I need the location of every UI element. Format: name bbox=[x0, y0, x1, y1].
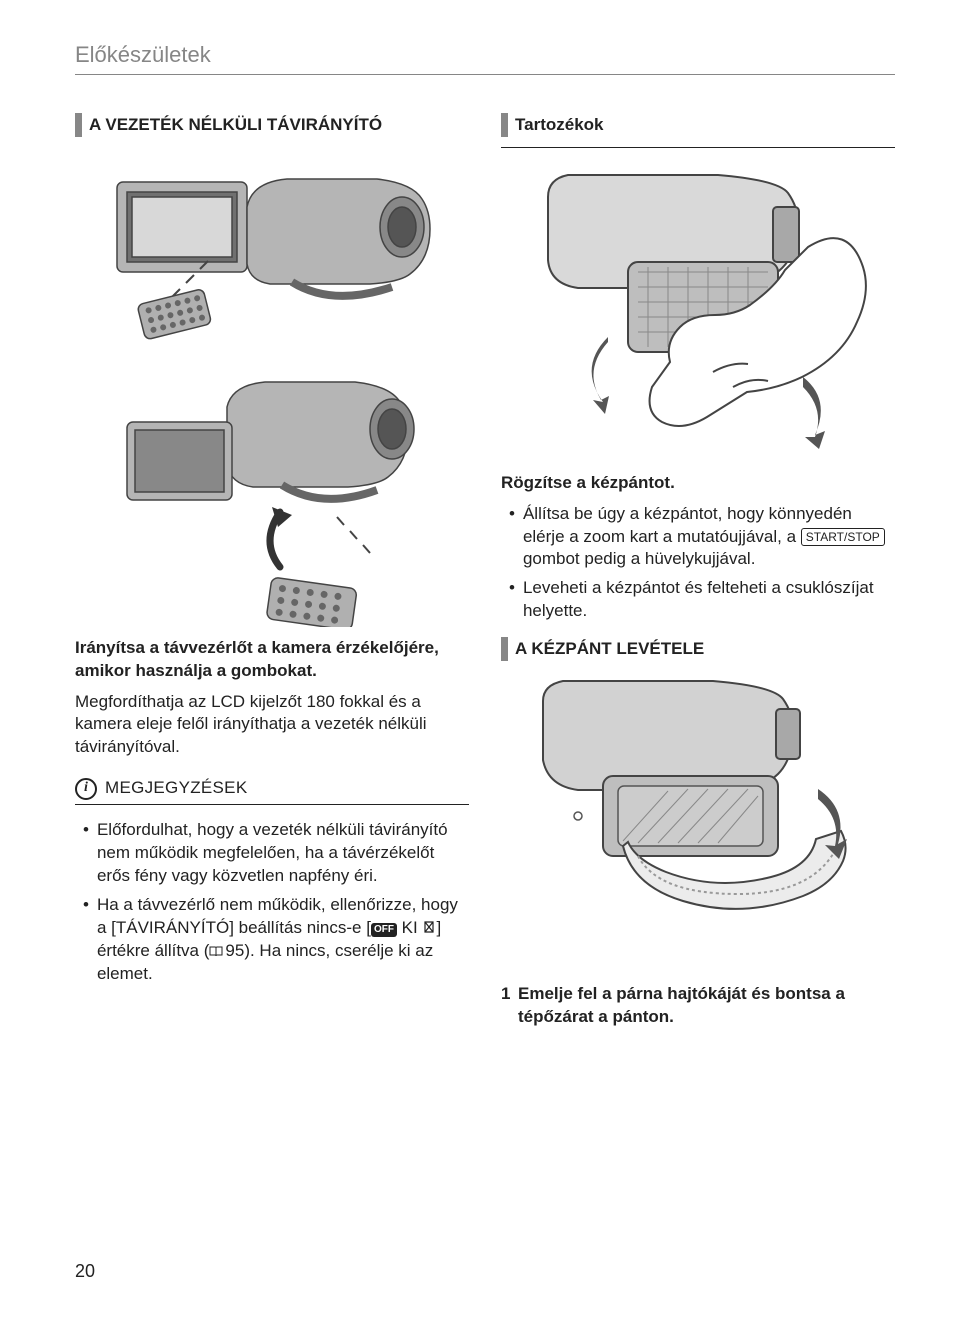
right-paragraph-1: Rögzítse a kézpántot. bbox=[501, 472, 895, 495]
strap-bullet-2: Leveheti a kézpántot és felteheti a csuk… bbox=[501, 577, 895, 623]
accessories-rule bbox=[501, 147, 895, 148]
grip-strap-fasten-illustration bbox=[508, 162, 888, 462]
section-heading-remote: A VEZETÉK NÉLKÜLI TÁVIRÁNYÍTÓ bbox=[75, 113, 469, 137]
left-column: A VEZETÉK NÉLKÜLI TÁVIRÁNYÍTÓ bbox=[75, 113, 469, 1029]
header-rule bbox=[75, 74, 895, 75]
note-item-2: Ha a távvezérlő nem működik, ellenőrizze… bbox=[75, 894, 469, 986]
page-number: 20 bbox=[75, 1259, 95, 1283]
section-title: A KÉZPÁNT LEVÉTELE bbox=[515, 637, 704, 661]
page-header: Előkészületek bbox=[75, 40, 895, 70]
notes-heading: i MEGJEGYZÉSEK bbox=[75, 777, 469, 800]
strap-bullet-1: Állítsa be úgy a kézpántot, hogy könnyed… bbox=[501, 503, 895, 572]
section-heading-remove-strap: A KÉZPÁNT LEVÉTELE bbox=[501, 637, 895, 661]
step-text: Emelje fel a párna hajtókáját és bontsa … bbox=[518, 983, 895, 1029]
section-bar bbox=[501, 113, 508, 137]
off-badge: OFF bbox=[371, 923, 397, 937]
two-column-layout: A VEZETÉK NÉLKÜLI TÁVIRÁNYÍTÓ bbox=[75, 113, 895, 1029]
section-title: Tartozékok bbox=[515, 113, 604, 137]
manual-ref-icon bbox=[209, 946, 223, 957]
section-bar bbox=[75, 113, 82, 137]
note-item-1: Előfordulhat, hogy a vezeték nélküli táv… bbox=[75, 819, 469, 888]
right-column: Tartozékok bbox=[501, 113, 895, 1029]
step-number: 1 bbox=[501, 983, 518, 1029]
strap-bullets: Állítsa be úgy a kézpántot, hogy könnyed… bbox=[501, 503, 895, 624]
left-paragraph-1: Irányítsa a távvezérlőt a kamera érzékel… bbox=[75, 637, 469, 683]
notes-rule bbox=[75, 804, 469, 805]
camcorder-lcd-open-illustration bbox=[92, 147, 452, 357]
remote-off-icon bbox=[422, 920, 436, 934]
start-stop-button-label: START/STOP bbox=[801, 528, 885, 546]
section-heading-accessories: Tartozékok bbox=[501, 113, 895, 137]
grip-strap-remove-illustration bbox=[508, 671, 888, 971]
notes-list: Előfordulhat, hogy a vezeték nélküli táv… bbox=[75, 819, 469, 986]
camcorder-lcd-rotate-illustration bbox=[92, 367, 452, 627]
section-title: A VEZETÉK NÉLKÜLI TÁVIRÁNYÍTÓ bbox=[89, 113, 382, 137]
left-paragraph-2: Megfordíthatja az LCD kijelzőt 180 fokka… bbox=[75, 691, 469, 760]
notes-title: MEGJEGYZÉSEK bbox=[105, 777, 247, 800]
step-1: 1 Emelje fel a párna hajtókáját és bonts… bbox=[501, 983, 895, 1029]
info-icon: i bbox=[75, 778, 97, 800]
section-bar bbox=[501, 637, 508, 661]
